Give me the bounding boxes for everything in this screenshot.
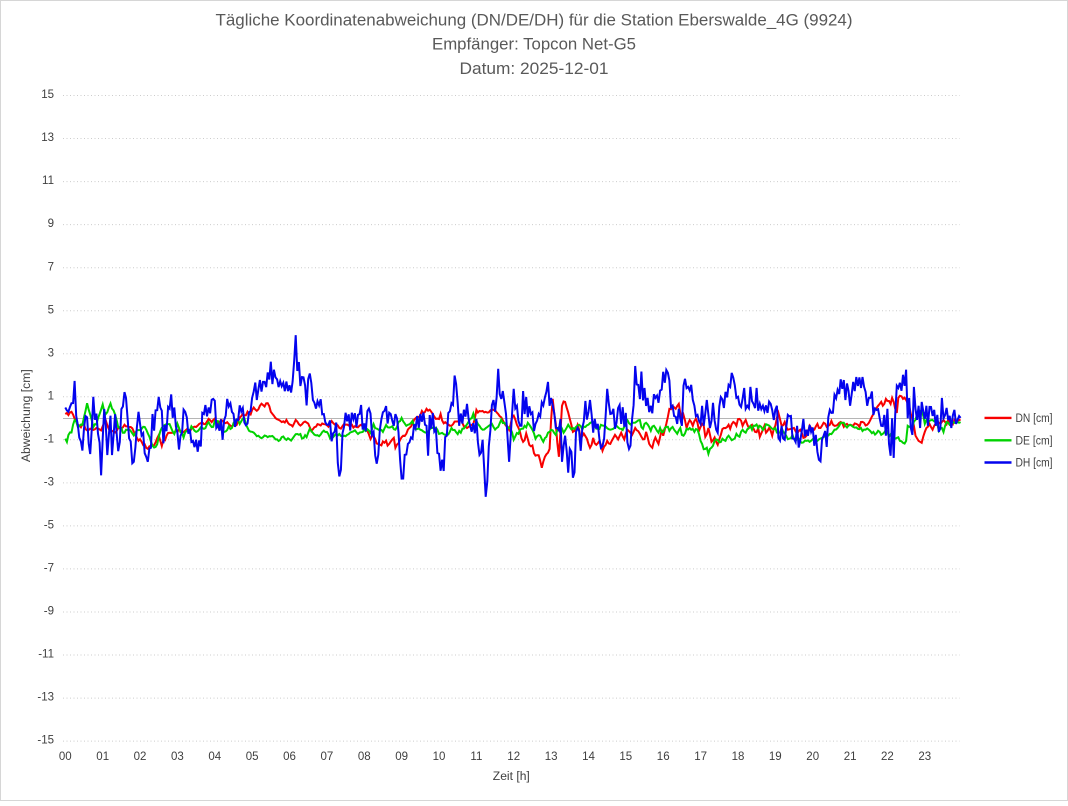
svg-text:15: 15	[41, 89, 54, 101]
svg-text:-13: -13	[37, 692, 54, 704]
svg-text:-3: -3	[44, 477, 54, 489]
svg-text:01: 01	[96, 751, 109, 763]
svg-text:08: 08	[358, 751, 371, 763]
svg-text:21: 21	[844, 751, 857, 763]
svg-text:Datum: 2025-12-01: Datum: 2025-12-01	[460, 59, 609, 78]
svg-text:18: 18	[732, 751, 745, 763]
svg-text:03: 03	[171, 751, 184, 763]
svg-text:17: 17	[694, 751, 707, 763]
svg-text:Empfänger: Topcon Net-G5: Empfänger: Topcon Net-G5	[432, 35, 636, 54]
svg-text:DH [cm]: DH [cm]	[1016, 458, 1053, 470]
svg-text:05: 05	[246, 751, 259, 763]
svg-text:22: 22	[881, 751, 894, 763]
svg-text:06: 06	[283, 751, 296, 763]
svg-text:Tägliche Koordinatenabweichung: Tägliche Koordinatenabweichung (DN/DE/DH…	[216, 11, 853, 30]
svg-text:DE [cm]: DE [cm]	[1016, 435, 1053, 447]
svg-text:07: 07	[321, 751, 334, 763]
svg-text:-1: -1	[44, 433, 54, 445]
svg-text:-11: -11	[38, 649, 54, 661]
svg-text:-7: -7	[44, 563, 54, 575]
svg-text:19: 19	[769, 751, 782, 763]
svg-text:20: 20	[806, 751, 819, 763]
svg-text:-5: -5	[44, 520, 54, 532]
svg-text:11: 11	[470, 751, 482, 763]
svg-text:DN [cm]: DN [cm]	[1016, 413, 1053, 425]
svg-text:-15: -15	[37, 735, 54, 747]
svg-text:5: 5	[48, 304, 54, 316]
svg-text:3: 3	[48, 347, 54, 359]
svg-text:16: 16	[657, 751, 670, 763]
svg-text:12: 12	[507, 751, 520, 763]
svg-text:Zeit [h]: Zeit [h]	[493, 771, 530, 783]
svg-text:13: 13	[545, 751, 558, 763]
svg-text:15: 15	[619, 751, 632, 763]
svg-text:1: 1	[48, 390, 54, 402]
svg-text:02: 02	[134, 751, 147, 763]
svg-text:04: 04	[208, 751, 221, 763]
svg-text:14: 14	[582, 751, 595, 763]
svg-text:10: 10	[433, 751, 446, 763]
svg-text:9: 9	[48, 218, 54, 230]
svg-text:Abweichung [cm]: Abweichung [cm]	[21, 369, 33, 462]
svg-text:23: 23	[918, 751, 931, 763]
svg-text:11: 11	[42, 175, 54, 187]
svg-text:7: 7	[48, 261, 54, 273]
svg-text:-9: -9	[44, 606, 54, 618]
svg-text:13: 13	[41, 132, 54, 144]
svg-text:09: 09	[395, 751, 408, 763]
svg-text:00: 00	[59, 751, 72, 763]
